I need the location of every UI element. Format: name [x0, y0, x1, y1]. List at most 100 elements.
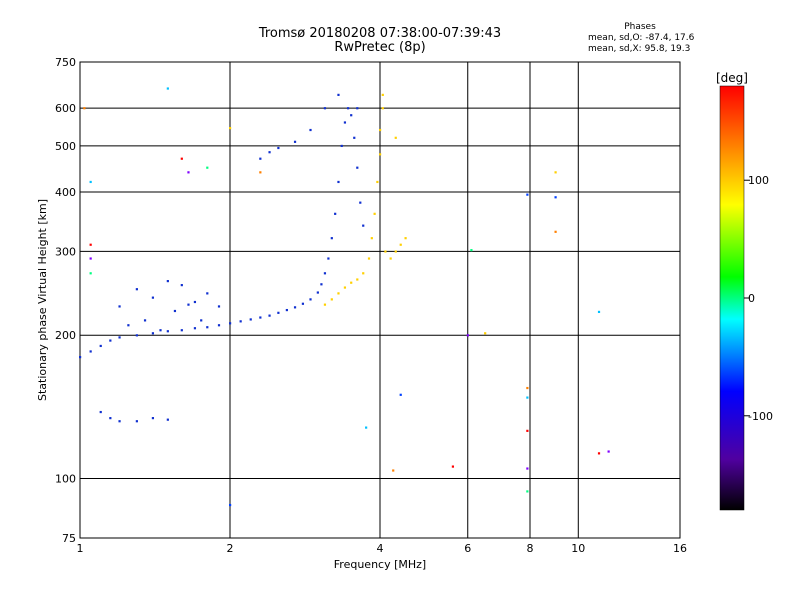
scatter-point-x [376, 180, 379, 184]
scatter-point-x [362, 272, 365, 275]
scatter-point-noise [526, 429, 529, 432]
scatter-point-o [330, 237, 333, 240]
scatter-point-x [370, 237, 373, 240]
scatter-point-o [301, 302, 305, 305]
scatter-point-o [187, 303, 190, 306]
y-tick-label: 750 [55, 56, 76, 69]
scatter-point-o [293, 140, 297, 143]
scatter-point-noise [166, 87, 169, 90]
scatter-point-o [259, 157, 262, 160]
scatter-point-x [381, 93, 384, 96]
scatter-point-o [356, 166, 359, 169]
scatter-point-noise [394, 136, 397, 139]
scatter-point-o [193, 327, 197, 330]
scatter-point-x [399, 243, 402, 246]
scatter-point-o [340, 144, 343, 148]
scatter-point-noise [526, 490, 529, 493]
scatter-point-o [166, 418, 169, 421]
scatter-point-o [268, 151, 271, 154]
scatter-point-o [159, 329, 162, 332]
scatter-point-noise [466, 334, 469, 337]
plot-title-line-1: Tromsø 20180208 07:38:00-07:39:43 [258, 26, 502, 41]
scatter-point-o [118, 305, 121, 308]
scatter-point-noise [365, 426, 368, 429]
data-points [79, 87, 610, 507]
scatter-point-o [277, 311, 280, 314]
grid [80, 62, 680, 538]
scatter-point-o [151, 332, 155, 335]
scatter-point-noise [83, 107, 86, 110]
scatter-point-noise [259, 171, 262, 174]
scatter-point-o [323, 107, 327, 110]
scatter-point-noise [89, 257, 92, 260]
scatter-point-o [180, 284, 183, 287]
scatter-point-o [346, 107, 350, 110]
colorbar-tick-label: 0 [748, 292, 755, 305]
scatter-point-x [394, 250, 397, 253]
plot-area: 1 2 4 6 8 10 16 75 100 200 300 400 500 600 750 Freque… [36, 56, 687, 571]
x-tick-label: 4 [377, 542, 384, 555]
scatter-point-x [384, 250, 387, 253]
scatter-point-o [285, 308, 288, 312]
scatter-point-o [200, 319, 203, 322]
scatter-point-noise [399, 393, 402, 396]
scatter-point-x [343, 286, 347, 289]
scatter-point-o [79, 356, 82, 359]
plot-title-line-2: RwPretec (8p) [334, 40, 426, 55]
scatter-point-o [151, 296, 155, 299]
scatter-point-o [259, 316, 262, 319]
x-tick-label: 10 [571, 542, 585, 555]
y-tick-label: 300 [55, 245, 76, 258]
x-tick-label: 1 [77, 542, 84, 555]
scatter-point-o [118, 336, 121, 339]
scatter-point-noise [89, 180, 92, 184]
colorbar-ticks: -100 0 100 [744, 174, 773, 423]
scatter-point-o [193, 300, 197, 304]
colorbar-tick-label: -100 [748, 410, 773, 423]
y-tick-label: 200 [55, 329, 76, 342]
scatter-point-o [109, 339, 112, 342]
scatter-point-o [127, 324, 130, 327]
scatter-point-o [356, 107, 359, 110]
scatter-point-o [327, 257, 330, 260]
scatter-point-noise [470, 249, 473, 252]
scatter-point-noise [526, 193, 529, 196]
colorbar-tick-label: 100 [748, 174, 769, 187]
phases-mean-x: mean, sd,X: 95.8, 19.3 [588, 44, 691, 54]
phases-title: Phases [624, 22, 656, 32]
x-tick-label: 8 [527, 542, 534, 555]
scatter-point-noise [180, 157, 183, 160]
scatter-point-o [362, 224, 365, 227]
scatter-point-o [135, 334, 138, 337]
scatter-point-o [217, 305, 221, 308]
scatter-point-noise [597, 452, 601, 455]
scatter-point-o [343, 121, 347, 124]
scatter-point-o [166, 330, 169, 333]
scatter-point-o [166, 280, 169, 283]
scatter-point-o [350, 114, 353, 117]
scatter-point-noise [392, 469, 395, 472]
scatter-point-o [99, 344, 102, 348]
scatter-point-o [249, 318, 252, 321]
scatter-point-o [320, 283, 323, 286]
scatter-point-o [143, 319, 147, 322]
y-tick-label: 100 [55, 473, 76, 486]
y-tick-label: 400 [55, 186, 76, 199]
scatter-point-x [367, 257, 371, 260]
y-tick-label: 500 [55, 140, 76, 153]
scatter-point-o [89, 350, 92, 353]
scatter-point-o [337, 180, 340, 184]
scatter-point-o [135, 288, 138, 291]
x-tick-label: 2 [227, 542, 234, 555]
scatter-point-o [109, 417, 112, 420]
phase-colorbar: [deg] -100 0 100 [716, 71, 773, 511]
scatter-point-noise [206, 166, 209, 169]
scatter-point-noise [526, 386, 529, 390]
colorbar-label: [deg] [716, 71, 748, 85]
scatter-point-x [404, 237, 407, 240]
scatter-point-o [309, 298, 312, 301]
scatter-point-o [316, 291, 319, 294]
scatter-point-x [381, 107, 384, 110]
scatter-point-x [356, 278, 359, 281]
scatter-point-o [337, 93, 340, 96]
